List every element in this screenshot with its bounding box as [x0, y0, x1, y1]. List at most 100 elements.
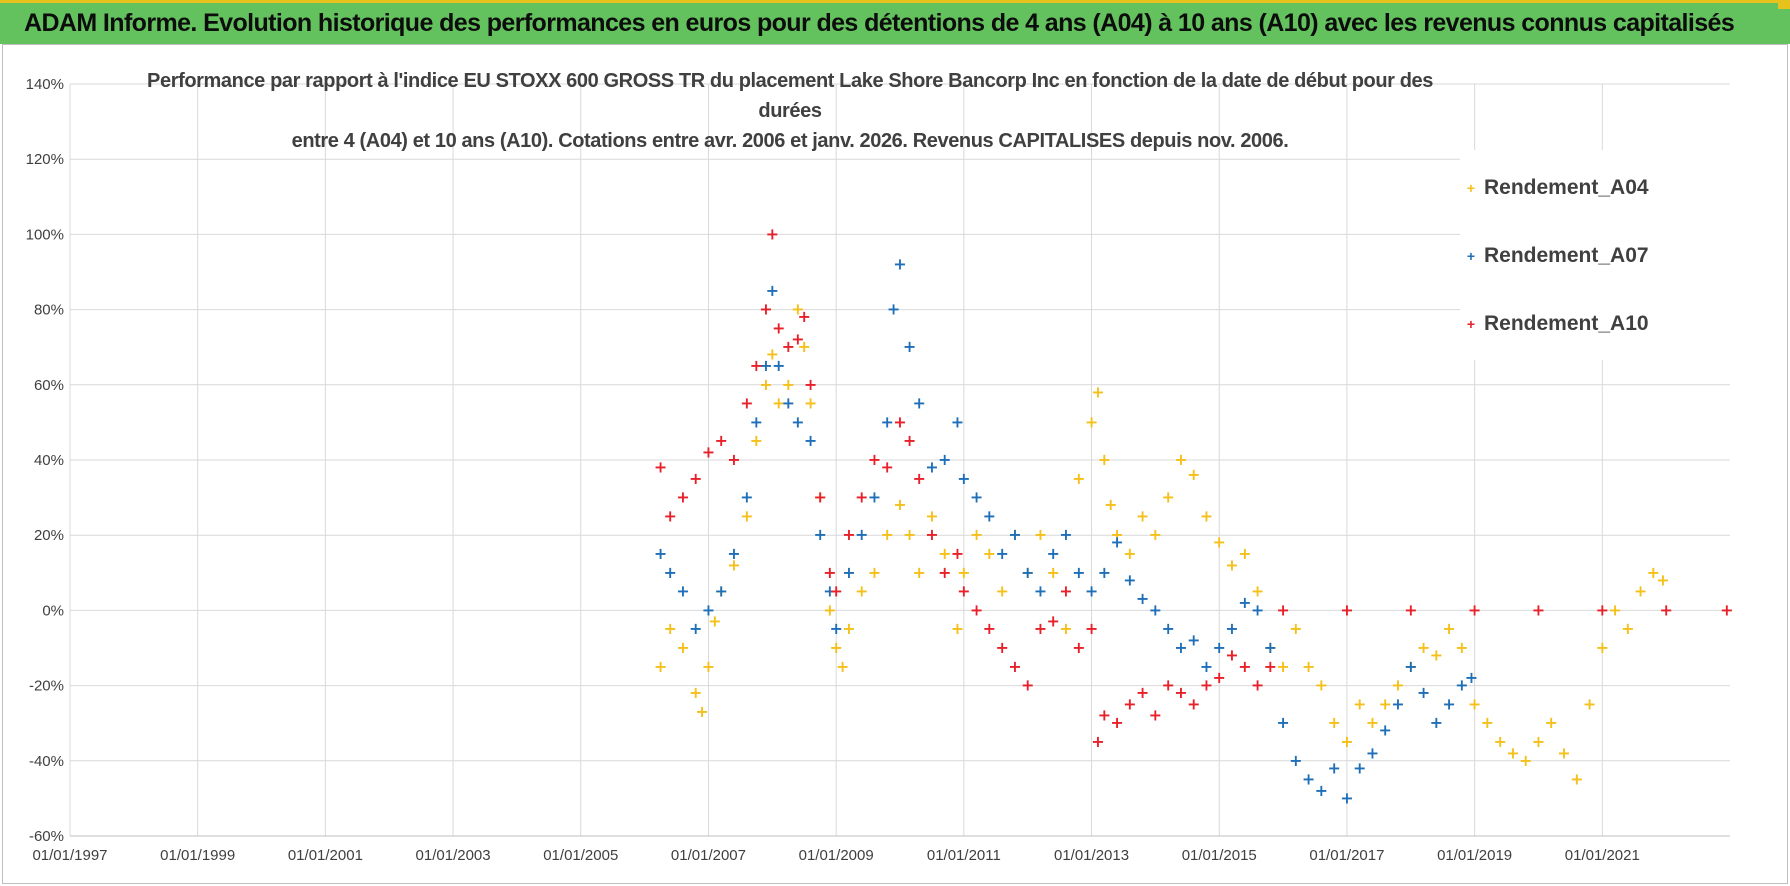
- data-point: +: [708, 612, 721, 631]
- data-point: +: [1315, 676, 1328, 695]
- data-point: +: [887, 300, 900, 319]
- data-point: +: [654, 544, 667, 563]
- data-point: +: [868, 450, 881, 469]
- x-tick-label: 01/01/2009: [799, 847, 874, 864]
- data-point: +: [868, 563, 881, 582]
- data-point: +: [1213, 668, 1226, 687]
- data-point: +: [740, 394, 753, 413]
- data-point: +: [804, 375, 817, 394]
- data-point: +: [823, 582, 836, 601]
- data-point: +: [1123, 570, 1136, 589]
- data-point: +: [1187, 465, 1200, 484]
- y-axis-tick-labels: 140% 120% 100% 80% 60% 40% 20% 0% -20% -40% -60%: [26, 76, 64, 845]
- data-point: +: [689, 469, 702, 488]
- data-point: +: [893, 495, 906, 514]
- data-point: +: [1085, 582, 1098, 601]
- data-point: +: [1327, 758, 1340, 777]
- data-point: +: [804, 394, 817, 413]
- data-point: +: [740, 488, 753, 507]
- data-point: +: [1289, 751, 1302, 770]
- data-point: +: [957, 563, 970, 582]
- data-point: +: [676, 638, 689, 657]
- data-point: +: [983, 506, 996, 525]
- page-title: ADAM Informe. Evolution historique des p…: [24, 9, 1735, 37]
- data-point: +: [782, 375, 795, 394]
- data-point: +: [654, 657, 667, 676]
- gridlines: [69, 83, 1730, 837]
- data-point: +: [938, 563, 951, 582]
- data-point: +: [772, 356, 785, 375]
- data-point: +: [676, 582, 689, 601]
- data-point: +: [842, 525, 855, 544]
- data-point: +: [1340, 600, 1353, 619]
- data-point: +: [1656, 570, 1669, 589]
- data-point: +: [1404, 600, 1417, 619]
- data-point: +: [868, 488, 881, 507]
- data-point: +: [1570, 770, 1583, 789]
- data-point: +: [1493, 732, 1506, 751]
- data-point: +: [1136, 506, 1149, 525]
- data-point: +: [1213, 533, 1226, 552]
- data-point: +: [663, 563, 676, 582]
- data-point: +: [951, 544, 964, 563]
- legend-item-a10: + Rendement_A10: [1460, 309, 1649, 339]
- data-point: +: [925, 525, 938, 544]
- data-point: +: [798, 337, 811, 356]
- data-point: +: [1468, 600, 1481, 619]
- y-tick-label: 100%: [26, 226, 64, 243]
- data-point: +: [1353, 758, 1366, 777]
- data-point: +: [1455, 638, 1468, 657]
- y-tick-label: 80%: [34, 302, 64, 319]
- data-point: +: [1519, 751, 1532, 770]
- data-point: +: [715, 582, 728, 601]
- data-point: +: [1091, 732, 1104, 751]
- y-tick-label: 60%: [34, 377, 64, 394]
- data-point: +: [1532, 600, 1545, 619]
- data-point: +: [995, 544, 1008, 563]
- data-point: +: [1174, 450, 1187, 469]
- data-point: +: [1545, 713, 1558, 732]
- data-point: +: [1442, 694, 1455, 713]
- x-tick-label: 01/01/1997: [32, 847, 107, 864]
- data-point: +: [1391, 676, 1404, 695]
- data-point: +: [727, 450, 740, 469]
- data-point: +: [903, 525, 916, 544]
- data-point: +: [1264, 638, 1277, 657]
- chart-title-line-1: Performance par rapport à l'indice EU ST…: [147, 70, 1433, 122]
- chart-frame: [2, 44, 1788, 884]
- data-point: +: [912, 394, 925, 413]
- data-point: +: [1608, 600, 1621, 619]
- data-point: +: [903, 431, 916, 450]
- data-point: +: [689, 683, 702, 702]
- legend: + Rendement_A04 + Rendement_A07 + Rendem…: [1460, 150, 1730, 360]
- data-point: +: [1596, 638, 1609, 657]
- data-point: +: [1098, 450, 1111, 469]
- data-point: +: [1187, 630, 1200, 649]
- data-point: +: [983, 619, 996, 638]
- data-point: +: [1149, 706, 1162, 725]
- y-tick-label: 0%: [42, 602, 64, 619]
- data-point: +: [995, 638, 1008, 657]
- data-point: +: [1583, 694, 1596, 713]
- data-point: +: [1200, 506, 1213, 525]
- banner-corner-accent: [1778, 3, 1790, 9]
- data-point: +: [1149, 525, 1162, 544]
- data-point: +: [791, 330, 804, 349]
- data-point: +: [1532, 732, 1545, 751]
- y-tick-label: 20%: [34, 527, 64, 544]
- legend-label-a07: Rendement_A07: [1484, 244, 1649, 267]
- data-point: +: [1404, 657, 1417, 676]
- data-point: +: [829, 619, 842, 638]
- y-tick-label: 40%: [34, 452, 64, 469]
- data-point: +: [1264, 638, 1277, 657]
- data-point: +: [750, 356, 763, 375]
- data-point: +: [1442, 619, 1455, 638]
- data-point: +: [1289, 619, 1302, 638]
- data-point: +: [759, 300, 772, 319]
- data-point: +: [1276, 713, 1289, 732]
- data-point: +: [1021, 676, 1034, 695]
- data-point: +: [1634, 582, 1647, 601]
- data-point: +: [938, 544, 951, 563]
- data-point: +: [1008, 657, 1021, 676]
- data-point: +: [1264, 657, 1277, 676]
